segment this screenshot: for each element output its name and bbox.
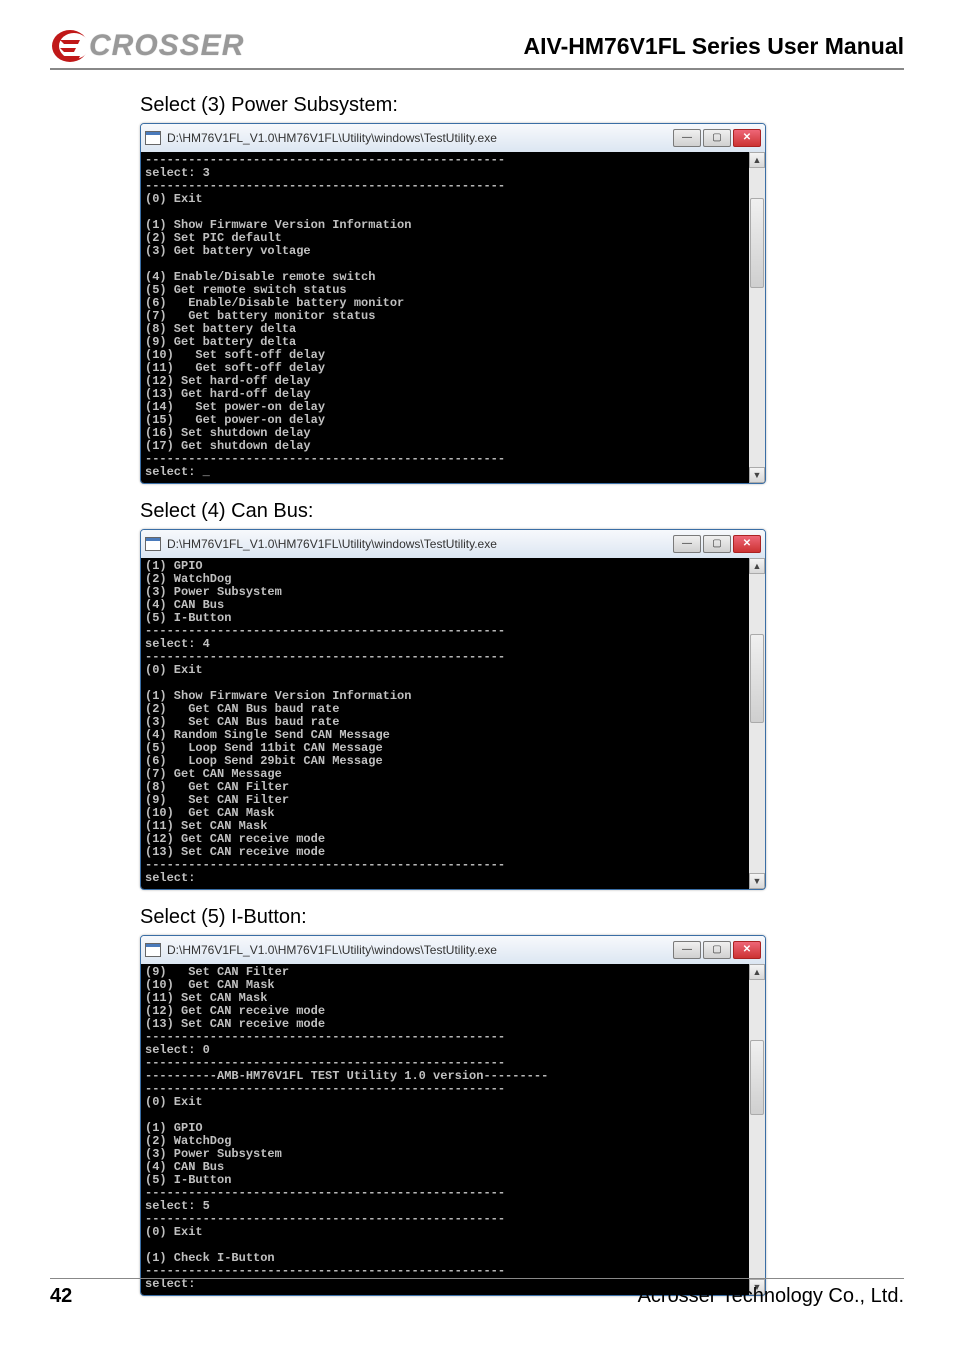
section-label-can-bus: Select (4) Can Bus:	[140, 500, 904, 523]
console-output: (9) Set CAN Filter (10) Get CAN Mask (11…	[141, 964, 749, 1295]
console-window-i-button: D:\HM76V1FL_V1.0\HM76V1FL\Utility\window…	[140, 935, 766, 1296]
app-icon	[145, 537, 161, 551]
close-button[interactable]: ✕	[733, 129, 761, 147]
window-path: D:\HM76V1FL_V1.0\HM76V1FL\Utility\window…	[167, 537, 673, 551]
close-button[interactable]: ✕	[733, 535, 761, 553]
console-output: (1) GPIO (2) WatchDog (3) Power Subsyste…	[141, 558, 749, 889]
maximize-button[interactable]: ▢	[703, 129, 731, 147]
scrollbar[interactable]: ▲ ▼	[749, 152, 765, 483]
logo: CROSSER	[50, 28, 244, 64]
scroll-down-icon[interactable]: ▼	[749, 873, 765, 889]
logo-icon	[50, 28, 92, 64]
scroll-thumb[interactable]	[750, 198, 764, 288]
close-button[interactable]: ✕	[733, 941, 761, 959]
section-label-power-subsystem: Select (3) Power Subsystem:	[140, 94, 904, 117]
page-number: 42	[50, 1285, 72, 1308]
minimize-button[interactable]: —	[673, 941, 701, 959]
document-title: AIV-HM76V1FL Series User Manual	[524, 33, 905, 60]
page-header: CROSSER AIV-HM76V1FL Series User Manual	[50, 28, 904, 70]
scrollbar[interactable]: ▲ ▼	[749, 558, 765, 889]
scroll-up-icon[interactable]: ▲	[749, 964, 765, 980]
scroll-up-icon[interactable]: ▲	[749, 558, 765, 574]
console-window-can-bus: D:\HM76V1FL_V1.0\HM76V1FL\Utility\window…	[140, 529, 766, 890]
app-icon	[145, 943, 161, 957]
titlebar[interactable]: D:\HM76V1FL_V1.0\HM76V1FL\Utility\window…	[141, 124, 765, 152]
maximize-button[interactable]: ▢	[703, 941, 731, 959]
window-path: D:\HM76V1FL_V1.0\HM76V1FL\Utility\window…	[167, 131, 673, 145]
minimize-button[interactable]: —	[673, 535, 701, 553]
logo-text: CROSSER	[89, 29, 244, 63]
scroll-down-icon[interactable]: ▼	[749, 467, 765, 483]
titlebar[interactable]: D:\HM76V1FL_V1.0\HM76V1FL\Utility\window…	[141, 530, 765, 558]
scrollbar[interactable]: ▲ ▼	[749, 964, 765, 1295]
console-output: ----------------------------------------…	[141, 152, 749, 483]
app-icon	[145, 131, 161, 145]
scroll-thumb[interactable]	[750, 1040, 764, 1115]
scroll-thumb[interactable]	[750, 634, 764, 724]
page-footer: 42 Acrosser Technology Co., Ltd.	[50, 1278, 904, 1308]
section-label-i-button: Select (5) I-Button:	[140, 906, 904, 929]
company-name: Acrosser Technology Co., Ltd.	[638, 1285, 904, 1308]
minimize-button[interactable]: —	[673, 129, 701, 147]
scroll-up-icon[interactable]: ▲	[749, 152, 765, 168]
window-path: D:\HM76V1FL_V1.0\HM76V1FL\Utility\window…	[167, 943, 673, 957]
console-window-power-subsystem: D:\HM76V1FL_V1.0\HM76V1FL\Utility\window…	[140, 123, 766, 484]
maximize-button[interactable]: ▢	[703, 535, 731, 553]
titlebar[interactable]: D:\HM76V1FL_V1.0\HM76V1FL\Utility\window…	[141, 936, 765, 964]
